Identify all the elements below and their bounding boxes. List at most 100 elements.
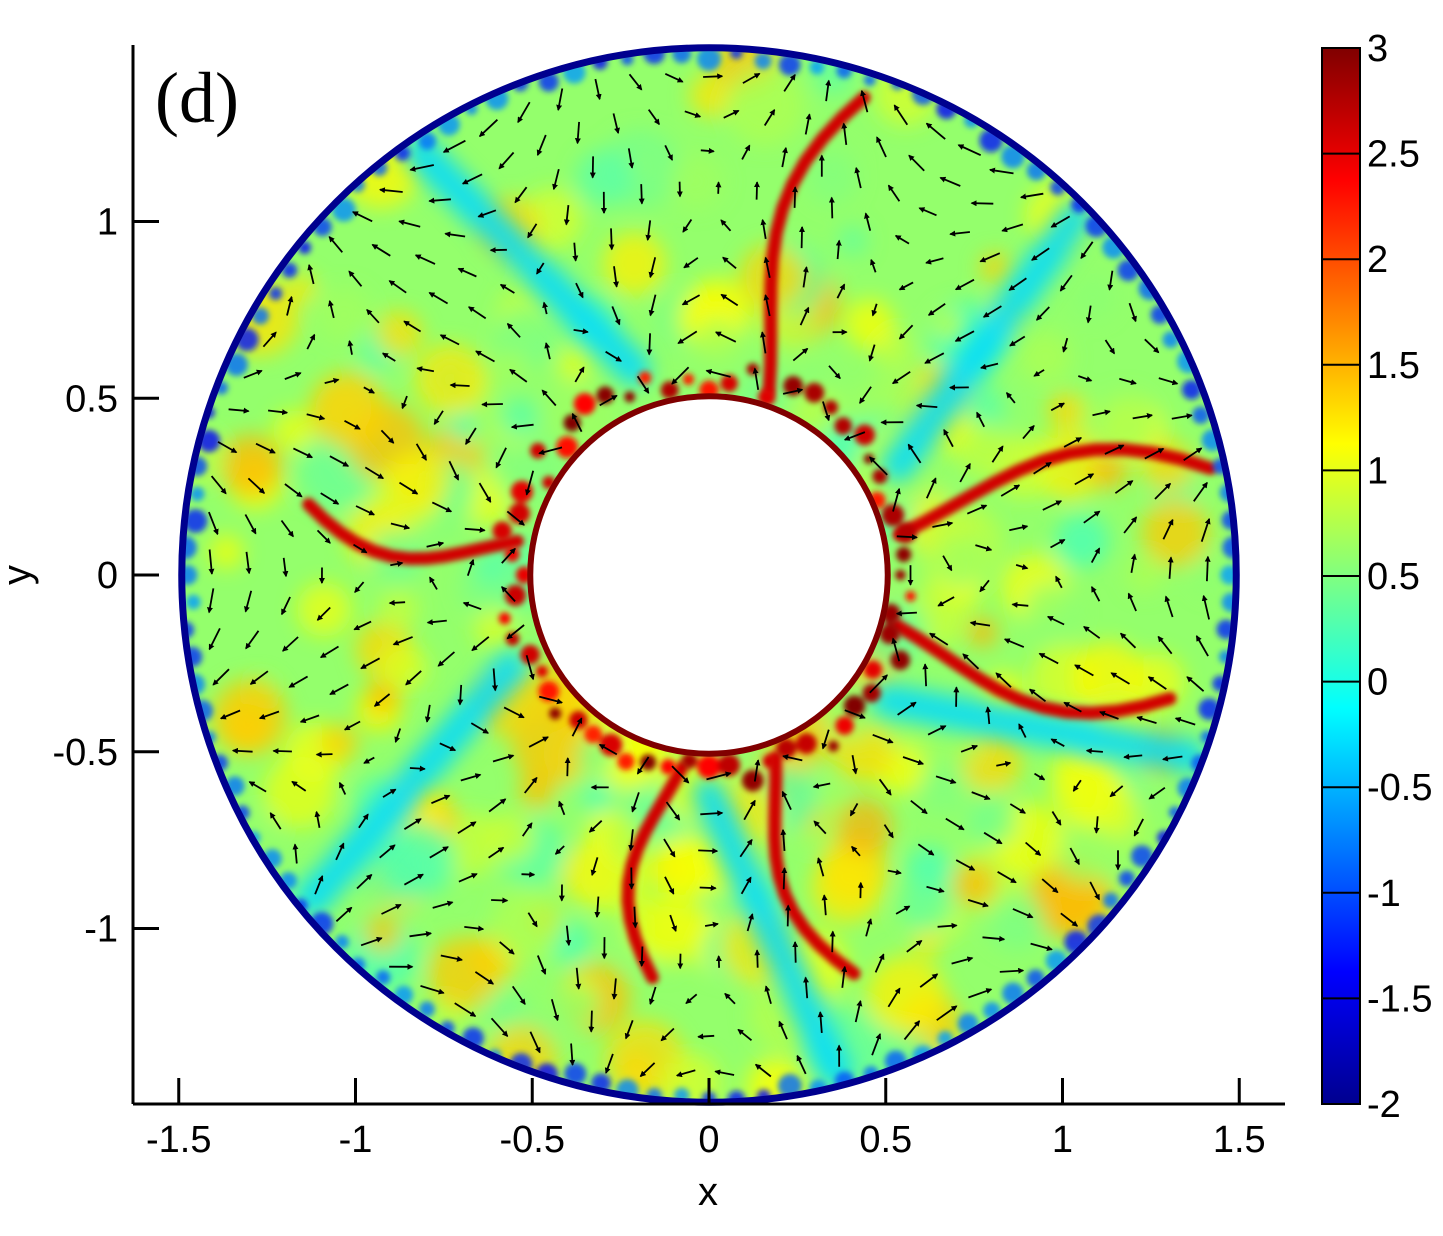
axes: -1.5 -1 -0.5 0 0.5 1 1.5 -1 -0.5 0 0.5 1	[53, 45, 1285, 1161]
velocity-arrow	[499, 941, 515, 955]
velocity-arrow	[760, 218, 767, 240]
fringe-blob	[776, 738, 797, 759]
velocity-arrow	[876, 136, 887, 158]
velocity-arrow	[1162, 518, 1174, 540]
fringe-blob	[697, 754, 721, 779]
velocity-arrow	[753, 759, 761, 782]
velocity-arrow	[525, 470, 535, 496]
velocity-arrow	[1104, 339, 1116, 355]
field-blob	[414, 344, 486, 415]
velocity-arrow	[1050, 738, 1065, 747]
velocity-arrow	[1009, 524, 1029, 532]
velocity-arrow	[344, 420, 361, 430]
fringe-blob	[510, 480, 533, 503]
velocity-arrow	[382, 788, 397, 798]
velocity-arrow	[1130, 553, 1137, 573]
velocity-arrow	[706, 771, 732, 781]
velocity-arrow	[392, 636, 413, 646]
field-blob	[316, 286, 372, 343]
outer-fringe-blob	[251, 307, 269, 325]
velocity-arrow	[714, 1069, 735, 1076]
velocity-arrow	[464, 526, 486, 533]
velocity-arrow	[403, 320, 422, 333]
field-blob	[490, 888, 564, 961]
fringe-blob	[508, 502, 531, 525]
fringe-blob	[556, 436, 579, 459]
velocity-arrow	[604, 1053, 614, 1074]
inner-fringe	[492, 363, 917, 792]
velocity-arrow	[353, 543, 368, 554]
velocity-arrow	[258, 710, 280, 720]
velocity-arrow	[752, 367, 760, 390]
velocity-arrow	[925, 477, 937, 499]
velocity-arrow	[272, 748, 292, 755]
velocity-arrow	[699, 884, 717, 891]
y-tick-label: -1	[84, 909, 118, 951]
low-band	[692, 777, 853, 1089]
velocity-arrow	[991, 445, 1004, 463]
velocity-arrow	[979, 579, 990, 593]
outer-fringe-blob	[809, 59, 825, 75]
velocity-arrow	[959, 462, 971, 483]
velocity-arrow	[860, 89, 869, 113]
velocity-arrow	[740, 876, 752, 895]
velocity-arrow	[414, 254, 436, 265]
x-tick-label: -1	[339, 1119, 373, 1161]
velocity-arrow	[527, 223, 538, 239]
x-axis-label: x	[698, 1170, 718, 1214]
velocity-arrow	[458, 873, 478, 883]
velocity-arrow	[381, 903, 402, 915]
outer-fringe-blob	[269, 286, 283, 301]
velocity-arrow	[510, 423, 534, 430]
velocity-arrow	[588, 1010, 595, 1033]
velocity-arrow	[541, 389, 557, 407]
velocity-arrow	[1167, 556, 1174, 579]
velocity-arrow	[1090, 547, 1101, 564]
velocity-arrow	[1123, 753, 1143, 760]
velocity-arrow	[1091, 586, 1101, 602]
field-blob	[363, 914, 402, 953]
fringe-blob	[660, 381, 679, 400]
field-blob	[378, 589, 419, 630]
velocity-arrow	[785, 904, 792, 927]
velocity-arrow	[288, 675, 309, 688]
velocity-arrow	[632, 906, 639, 929]
field-blob	[913, 927, 942, 957]
velocity-arrow	[874, 953, 885, 973]
velocity-arrow	[825, 79, 832, 102]
velocity-arrow	[1030, 942, 1053, 952]
velocity-arrow	[741, 144, 751, 160]
velocity-arrow	[381, 352, 396, 362]
field-blob	[1019, 331, 1072, 384]
velocity-arrow	[927, 725, 947, 736]
velocity-arrow	[697, 1033, 715, 1040]
field-blob	[1053, 820, 1117, 885]
field-blob	[583, 781, 614, 812]
velocity-arrow	[594, 78, 602, 101]
velocity-arrow	[536, 134, 547, 157]
velocity-arrow	[457, 267, 477, 278]
y-tick-label: 1	[97, 202, 118, 244]
velocity-arrow	[796, 1054, 807, 1075]
velocity-arrow	[495, 447, 507, 469]
velocity-arrow	[960, 744, 979, 753]
velocity-arrow	[267, 409, 289, 416]
velocity-arrow	[918, 207, 937, 217]
velocity-arrow	[556, 88, 564, 111]
velocity-arrow	[851, 755, 858, 775]
velocity-arrow	[428, 197, 451, 204]
velocity-arrow	[390, 560, 404, 567]
field-blob	[958, 422, 1014, 479]
velocity-arrow	[1020, 192, 1044, 200]
velocity-arrow	[492, 754, 515, 763]
velocity-arrow	[403, 818, 422, 830]
fringe-blob	[681, 752, 698, 769]
fringe-blob	[584, 725, 603, 744]
velocity-arrow	[466, 558, 475, 576]
velocity-arrow	[872, 733, 894, 744]
velocity-arrow	[648, 257, 657, 279]
velocity-arrow	[457, 684, 464, 706]
velocity-arrow	[611, 978, 618, 1000]
velocity-arrow	[521, 871, 536, 878]
velocity-arrow	[683, 257, 699, 269]
